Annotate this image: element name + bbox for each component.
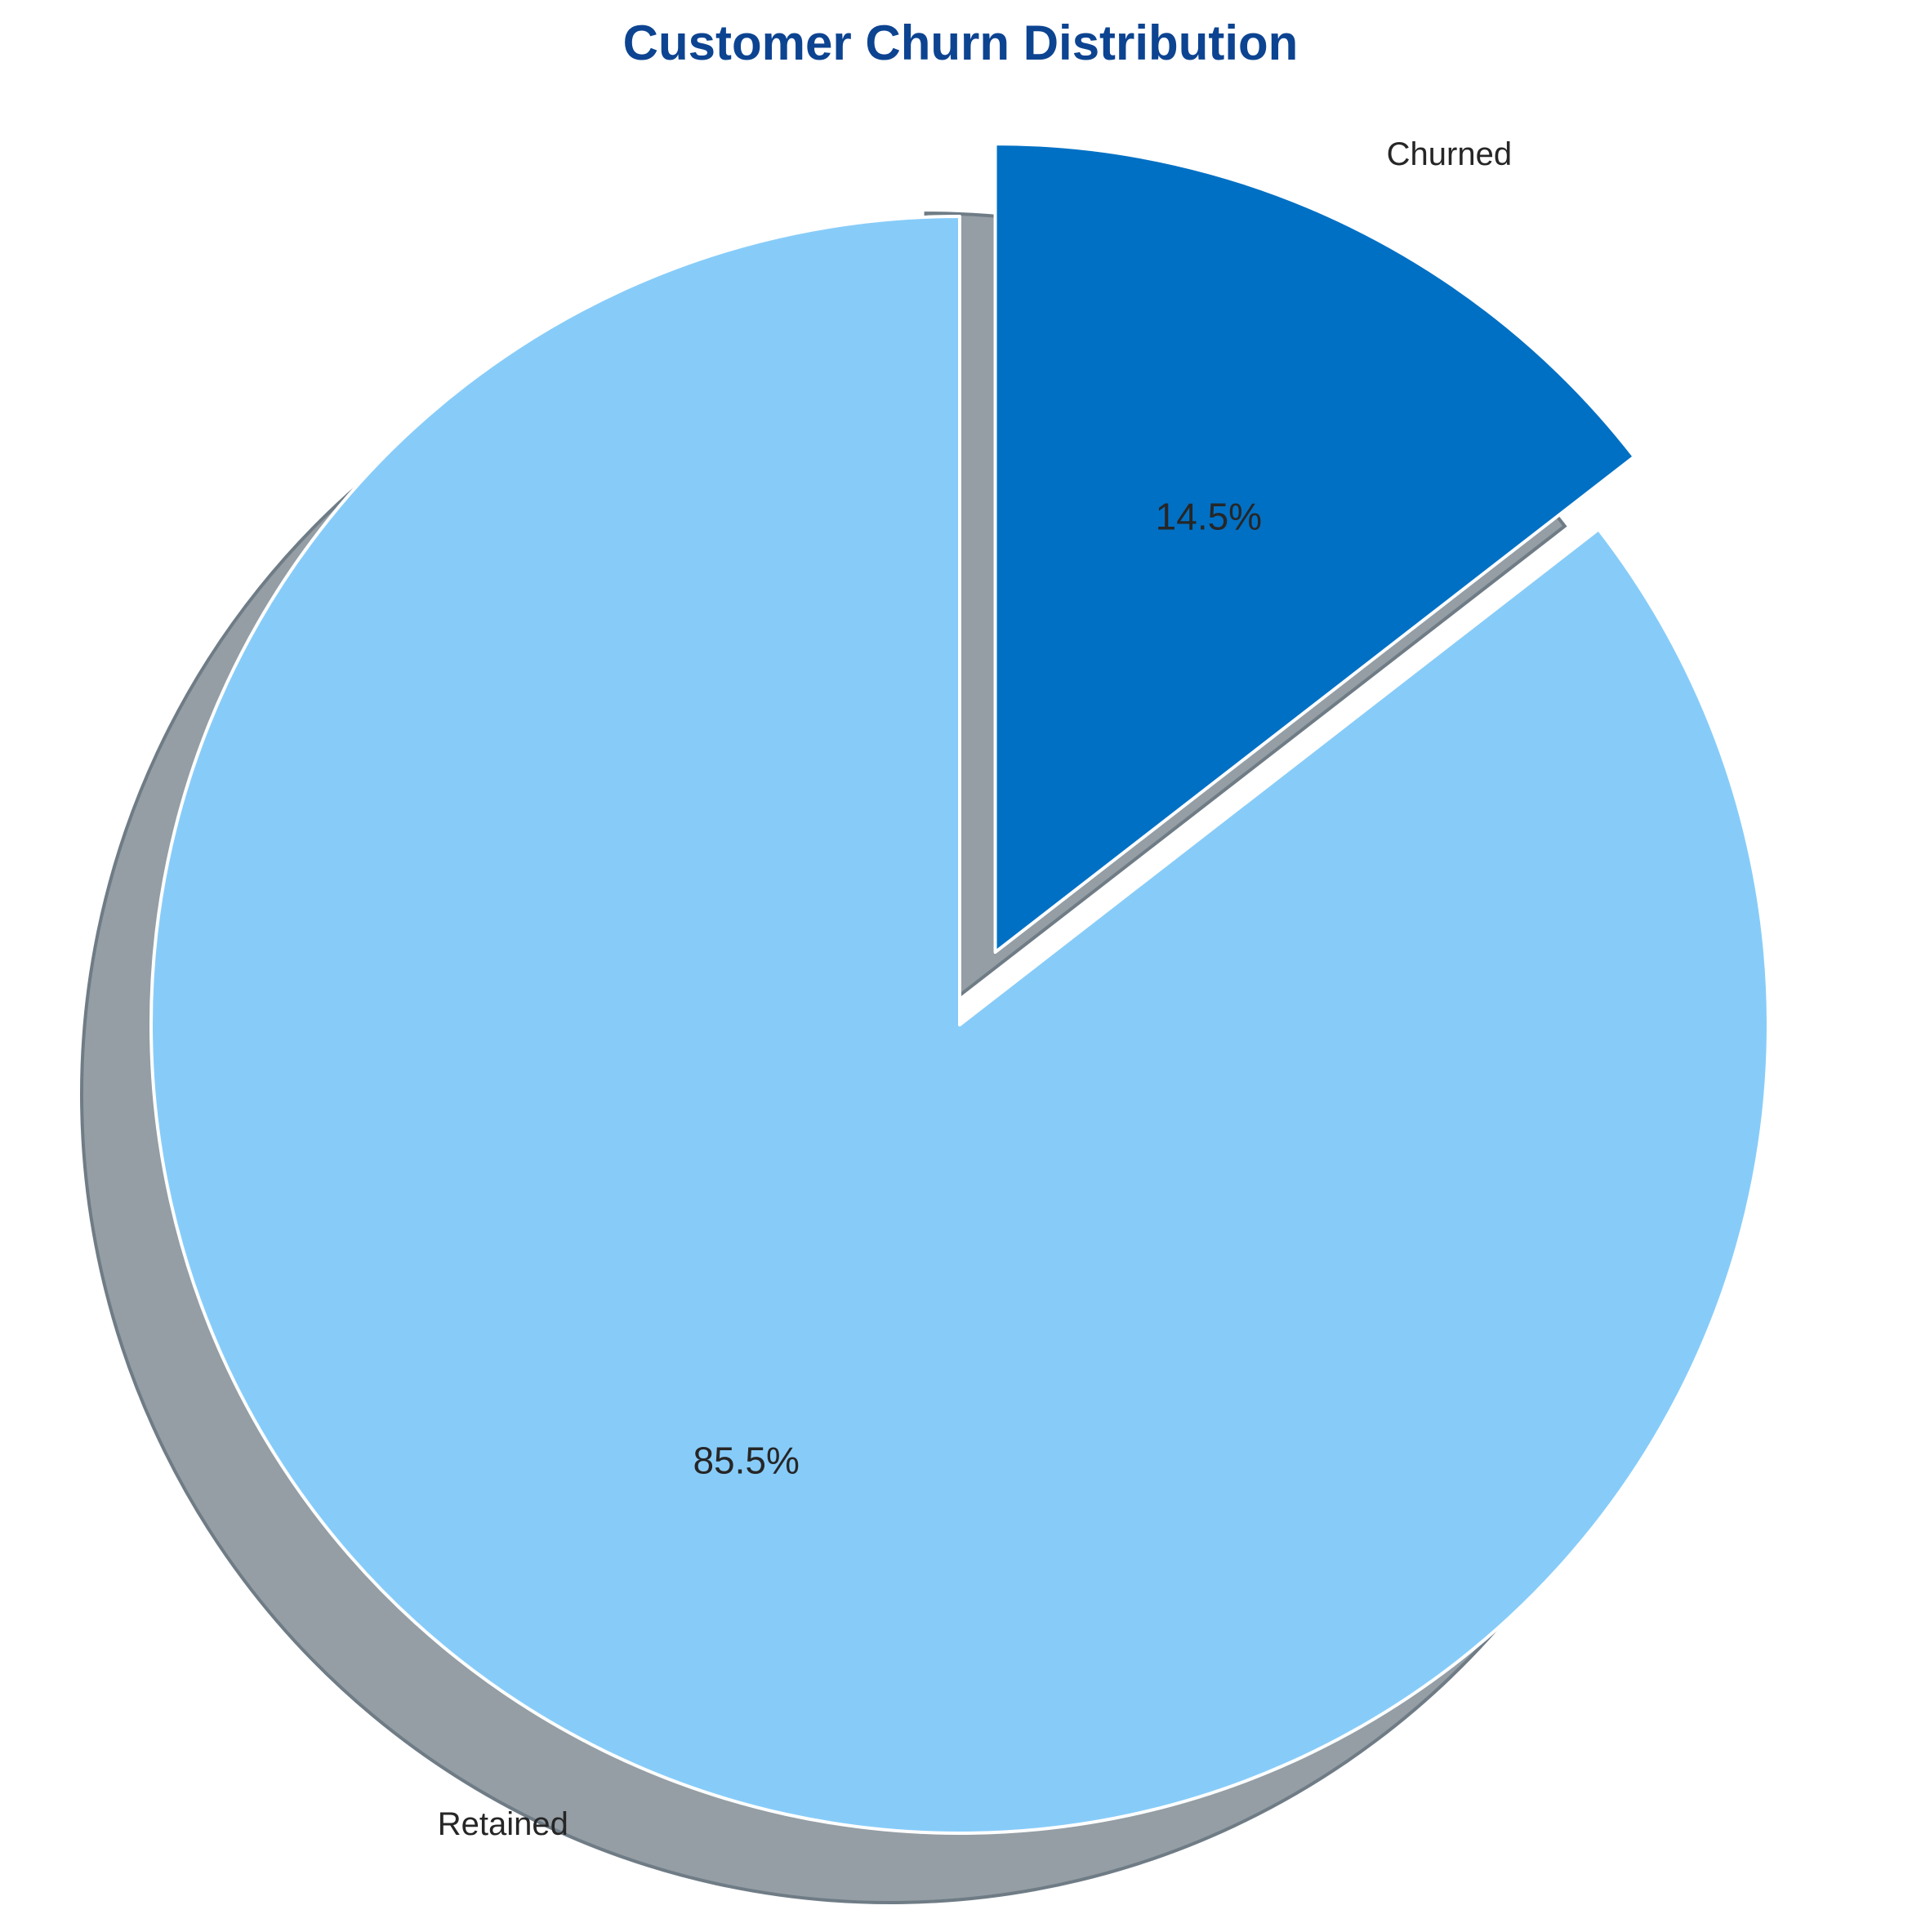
pct-label-retained: 85.5% [693, 1439, 799, 1481]
pct-label-churned: 14.5% [1156, 496, 1262, 538]
category-label-churned: Churned [1387, 136, 1512, 172]
chart-title: Customer Churn Distribution [622, 16, 1299, 70]
slice-churned [993, 142, 1636, 955]
label-layer: 85.5% Retained 14.5% Churned [438, 136, 1512, 1842]
slice-retained [149, 215, 1770, 1835]
slice-layer [149, 142, 1770, 1835]
category-label-retained: Retained [438, 1806, 568, 1842]
